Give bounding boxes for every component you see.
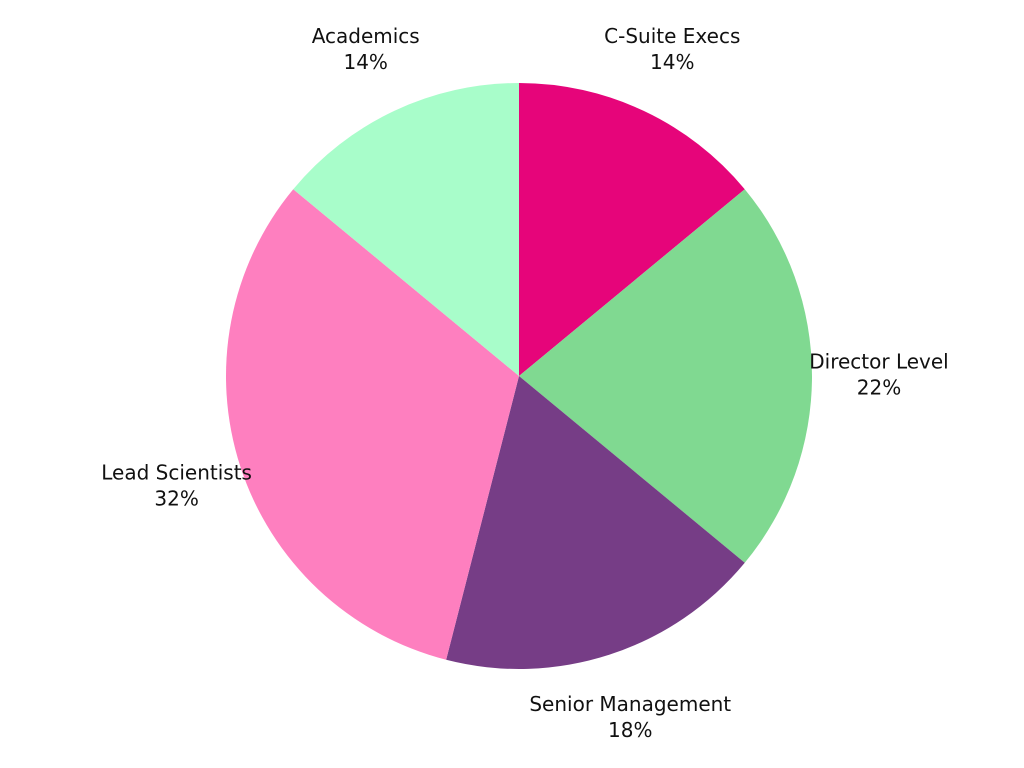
slice-label: Lead Scientists [101,461,252,485]
pie-slice [519,189,812,563]
pie-slice [446,376,745,669]
slice-value-label: 14% [650,50,694,74]
pie-slice [519,83,745,376]
pie-slice [293,83,519,376]
slice-value-label: 18% [608,718,652,742]
slice-label: Senior Management [529,692,731,716]
pie-slice [226,189,520,660]
slice-value-label: 32% [154,487,198,511]
slice-label: Academics [312,24,420,48]
slice-value-label: 22% [857,376,901,400]
slice-value-label: 14% [343,50,387,74]
slice-label: Director Level [809,350,949,374]
slice-label: C-Suite Execs [604,24,740,48]
